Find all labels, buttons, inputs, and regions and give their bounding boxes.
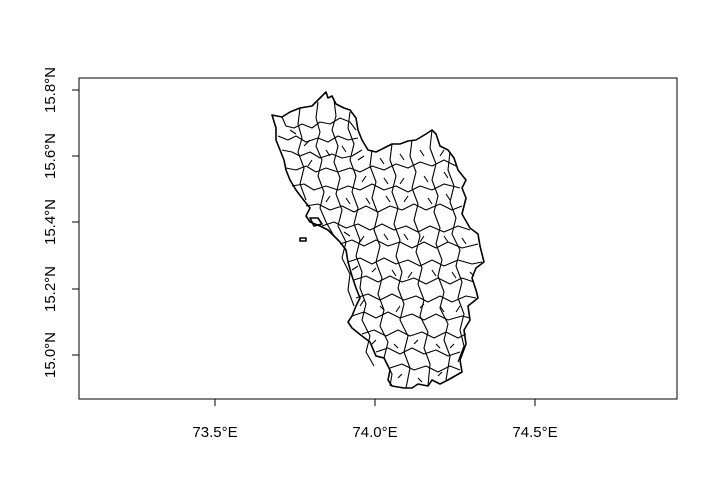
- y-tick-label: 15.6°N: [42, 133, 59, 179]
- village-boundary: [321, 221, 471, 233]
- x-tick-label: 74.0°E: [352, 424, 397, 441]
- island-shape: [299, 237, 307, 242]
- village-boundary: [305, 203, 463, 213]
- y-tick-label: 15.4°N: [42, 199, 59, 245]
- village-boundary: [291, 183, 461, 193]
- village-boundary: [409, 139, 431, 387]
- village-boundary: [297, 107, 307, 201]
- x-tick-label: 74.5°E: [512, 424, 557, 441]
- village-boundary: [289, 129, 451, 205]
- village-boundary: [429, 129, 451, 381]
- region-boundaries: [271, 91, 485, 389]
- village-boundary: [353, 275, 475, 285]
- x-axis: 73.5°E 74.0°E 74.5°E: [192, 398, 558, 441]
- village-boundary: [351, 311, 471, 321]
- village-boundary: [281, 116, 357, 131]
- islet-outline: [309, 217, 323, 227]
- village-boundary: [359, 299, 461, 383]
- y-tick-label: 15.0°N: [42, 332, 59, 378]
- y-tick-label: 15.8°N: [42, 67, 59, 113]
- village-boundary: [347, 111, 375, 367]
- village-boundary: [339, 239, 479, 249]
- village-boundary: [369, 149, 393, 387]
- village-boundary: [331, 99, 355, 307]
- village-boundary: [375, 347, 461, 357]
- village-boundary: [347, 257, 483, 267]
- village-boundary: [343, 231, 475, 279]
- village-boundary: [355, 293, 477, 303]
- y-tick-label: 15.2°N: [42, 266, 59, 312]
- x-tick-label: 73.5°E: [192, 424, 237, 441]
- y-axis: 15.0°N 15.2°N 15.4°N 15.6°N 15.8°N: [42, 67, 80, 378]
- village-boundary: [281, 149, 363, 159]
- village-boundary: [389, 363, 461, 373]
- village-boundary: [447, 151, 465, 363]
- village-boundary: [315, 101, 335, 237]
- village-boundary: [361, 329, 467, 339]
- village-boundary: [389, 143, 411, 389]
- outer-boundary: [271, 91, 485, 389]
- village-boundary: [285, 159, 457, 173]
